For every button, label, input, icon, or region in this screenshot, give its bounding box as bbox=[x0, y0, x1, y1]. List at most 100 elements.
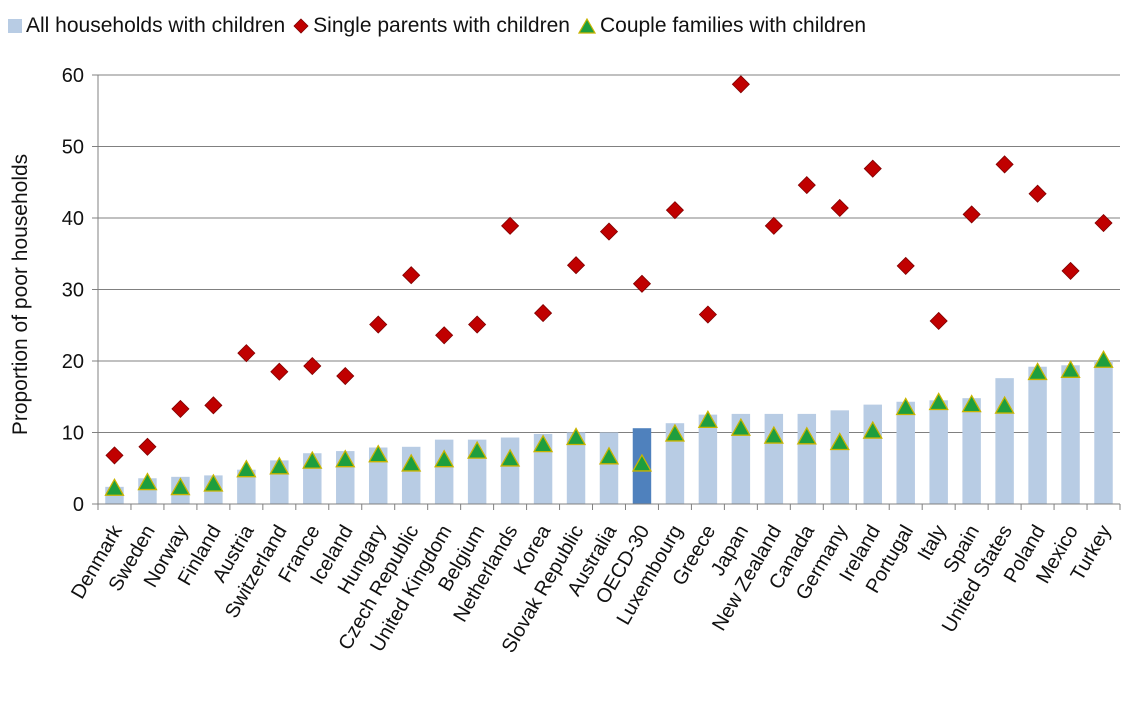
y-tick-labels: 0 10 20 30 40 50 60 bbox=[62, 65, 84, 516]
triangle-icon bbox=[577, 18, 596, 34]
legend-label-all-households: All households with children bbox=[26, 14, 286, 37]
single-parents-point bbox=[764, 216, 783, 235]
single-parents-point bbox=[435, 326, 454, 345]
couple-families-point bbox=[664, 423, 686, 442]
bar bbox=[1094, 361, 1113, 504]
couple-families-point bbox=[532, 434, 554, 453]
bar bbox=[830, 410, 850, 504]
legend-item-single-parents: Single parents with children bbox=[293, 14, 570, 38]
single-parents-point bbox=[105, 446, 124, 465]
bar bbox=[929, 400, 948, 504]
diamond-series bbox=[105, 75, 1113, 465]
legend: All households with children Single pare… bbox=[8, 14, 874, 38]
x-tick-labels: DenmarkSwedenNorwayFinlandAustriaSwitzer… bbox=[67, 521, 1116, 657]
couple-families-point bbox=[994, 395, 1015, 414]
single-parents-point bbox=[369, 315, 388, 334]
couple-families-point bbox=[203, 473, 224, 492]
bar bbox=[731, 413, 751, 504]
single-parents-point bbox=[533, 304, 553, 323]
single-parents-point bbox=[204, 396, 223, 415]
couple-families-point bbox=[368, 444, 389, 463]
single-parents-point bbox=[336, 366, 355, 386]
bar bbox=[599, 432, 619, 504]
couple-families-point bbox=[137, 472, 158, 491]
couple-families-point bbox=[928, 392, 949, 411]
single-parents-point bbox=[995, 155, 1014, 174]
y-tick-label: 0 bbox=[73, 494, 84, 516]
legend-label-single-parents: Single parents with children bbox=[313, 14, 570, 37]
couple-families-point bbox=[862, 420, 883, 439]
couple-families-point bbox=[236, 459, 257, 478]
single-parents-point bbox=[929, 311, 948, 331]
couple-families-point bbox=[796, 426, 817, 445]
square-icon bbox=[8, 19, 22, 33]
bar bbox=[962, 398, 981, 504]
couple-families-point bbox=[730, 417, 751, 436]
bar bbox=[500, 437, 520, 504]
bar bbox=[566, 432, 586, 504]
y-tick-label: 10 bbox=[62, 423, 84, 445]
couple-families-point bbox=[961, 394, 982, 413]
bar bbox=[665, 423, 685, 504]
single-parents-point bbox=[896, 256, 915, 275]
couple-families-point bbox=[499, 448, 521, 467]
couple-families-point bbox=[697, 410, 719, 428]
bar bbox=[401, 446, 421, 504]
single-parents-point bbox=[468, 315, 487, 334]
single-parents-point bbox=[171, 399, 190, 418]
single-parents-point bbox=[632, 274, 652, 293]
single-parents-point bbox=[863, 159, 882, 178]
bar bbox=[896, 401, 915, 504]
triangle-series bbox=[104, 349, 1114, 496]
single-parents-point bbox=[731, 75, 750, 94]
bar bbox=[698, 414, 718, 504]
bar bbox=[1061, 365, 1080, 504]
y-axis-label: Proportion of poor households bbox=[9, 154, 32, 435]
single-parents-point bbox=[1028, 184, 1047, 203]
single-parents-point bbox=[698, 305, 717, 324]
couple-families-point bbox=[1060, 359, 1081, 378]
diamond-icon bbox=[293, 18, 309, 34]
bar bbox=[434, 439, 454, 504]
single-parents-point bbox=[665, 201, 685, 220]
single-parents-point bbox=[566, 256, 586, 275]
couple-families-point bbox=[895, 397, 916, 416]
y-tick-label: 20 bbox=[62, 351, 84, 373]
single-parents-point bbox=[270, 362, 289, 381]
couple-families-point bbox=[170, 477, 191, 496]
single-parents-point bbox=[1094, 213, 1113, 233]
couple-families-point bbox=[598, 446, 620, 465]
couple-families-point bbox=[434, 449, 455, 468]
couple-families-point bbox=[829, 432, 850, 451]
legend-item-all-households: All households with children bbox=[8, 14, 285, 38]
single-parents-point bbox=[797, 176, 816, 195]
couple-families-point bbox=[631, 453, 653, 472]
gridlines bbox=[98, 74, 1120, 433]
single-parents-point bbox=[138, 437, 157, 456]
y-tick-label: 30 bbox=[62, 280, 84, 302]
legend-label-couple-families: Couple families with children bbox=[599, 14, 867, 37]
couple-families-point bbox=[763, 425, 784, 444]
couple-families-point bbox=[565, 427, 587, 446]
couple-families-point bbox=[335, 449, 356, 468]
y-tick-label: 40 bbox=[62, 208, 84, 230]
couple-families-point bbox=[269, 456, 290, 475]
bar bbox=[863, 404, 882, 504]
single-parents-point bbox=[599, 222, 619, 241]
y-tick-label: 50 bbox=[62, 137, 84, 159]
axes bbox=[92, 74, 1121, 510]
couple-families-point bbox=[302, 450, 323, 469]
single-parents-point bbox=[1061, 261, 1080, 280]
single-parents-point bbox=[830, 198, 849, 218]
y-tick-label: 60 bbox=[62, 65, 84, 87]
couple-families-point bbox=[1093, 349, 1114, 368]
couple-families-point bbox=[467, 440, 488, 459]
single-parents-point bbox=[962, 205, 981, 224]
legend-item-couple-families: Couple families with children bbox=[577, 14, 867, 38]
single-parents-point bbox=[237, 344, 256, 363]
single-parents-point bbox=[303, 356, 322, 376]
couple-families-point bbox=[401, 453, 422, 472]
couple-families-point bbox=[1027, 362, 1048, 381]
single-parents-point bbox=[501, 216, 520, 235]
